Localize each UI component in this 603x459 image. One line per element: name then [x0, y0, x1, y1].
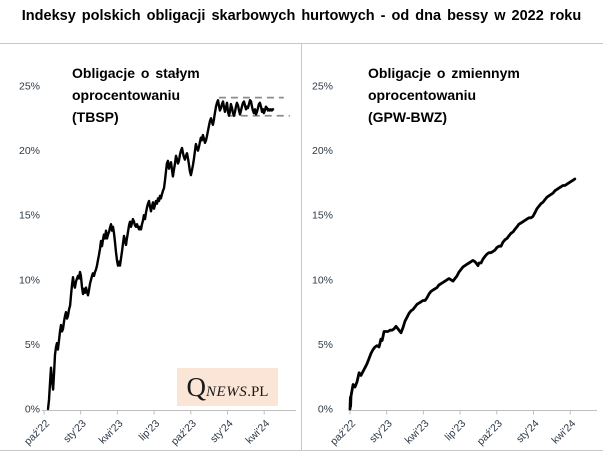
x-axis-tick-label: kwi'23 — [97, 418, 126, 447]
x-axis-tick-label: lip'23 — [137, 418, 163, 444]
y-axis-tick-label: 0% — [25, 404, 40, 416]
left-chart-title: Obligacje o stałym oprocentowaniu (TBSP) — [72, 62, 200, 128]
y-axis-tick-label: 25% — [19, 81, 40, 93]
y-axis-tick-label: 10% — [19, 274, 40, 286]
left-chart-title-line3: (TBSP) — [72, 109, 119, 125]
left-chart-title-line1: Obligacje o stałym — [72, 65, 200, 81]
y-axis-tick-label: 5% — [25, 339, 40, 351]
x-axis-tick-label: paź'22 — [22, 418, 52, 448]
qnews-logo-q: Q — [186, 372, 207, 402]
x-axis-tick-label: paź'23 — [169, 418, 199, 448]
x-axis-tick-label: sty'23 — [61, 418, 89, 446]
qnews-watermark: Q NEWS .PL — [177, 368, 278, 406]
page-title: Indeksy polskich obligacji skarbowych hu… — [21, 8, 582, 24]
x-axis-tick-label: lip'23 — [443, 418, 469, 444]
x-axis-tick-label: paź'23 — [475, 418, 505, 448]
left-chart-title-line2: oprocentowaniu — [72, 87, 181, 103]
y-axis-tick-label: 10% — [312, 274, 333, 286]
qnews-logo-pl: .PL — [247, 384, 269, 400]
x-axis-tick-label: sty'24 — [514, 418, 542, 446]
y-axis-tick-label: 20% — [19, 145, 40, 157]
y-axis-tick-label: 15% — [312, 210, 333, 222]
bottom-border-line — [0, 450, 603, 451]
x-axis-tick-label: kwi'24 — [243, 418, 272, 447]
x-axis-tick-label: sty'24 — [208, 418, 236, 446]
panel-divider-line — [301, 43, 302, 450]
y-axis-tick-label: 20% — [312, 145, 333, 157]
x-axis-tick-label: sty'23 — [367, 418, 395, 446]
x-axis-tick-label: paź'22 — [328, 418, 358, 448]
y-axis-tick-label: 5% — [318, 339, 333, 351]
y-axis-tick-label: 25% — [312, 81, 333, 93]
y-axis-tick-label: 0% — [318, 404, 333, 416]
right-chart-title-line2: oprocentowaniu — [368, 87, 477, 103]
right-chart-title: Obligacje o zmiennym oprocentowaniu (GPW… — [368, 62, 520, 128]
series-line-tbsp — [46, 98, 275, 411]
x-axis-tick-label: kwi'24 — [549, 418, 578, 447]
series-line-gpw-bwz — [348, 177, 577, 411]
right-chart-title-line3: (GPW-BWZ) — [368, 109, 448, 125]
x-axis-tick-label: kwi'23 — [403, 418, 432, 447]
right-chart-title-line1: Obligacje o zmiennym — [368, 65, 520, 81]
qnews-logo-news: NEWS — [206, 384, 248, 400]
y-axis-tick-label: 15% — [19, 210, 40, 222]
